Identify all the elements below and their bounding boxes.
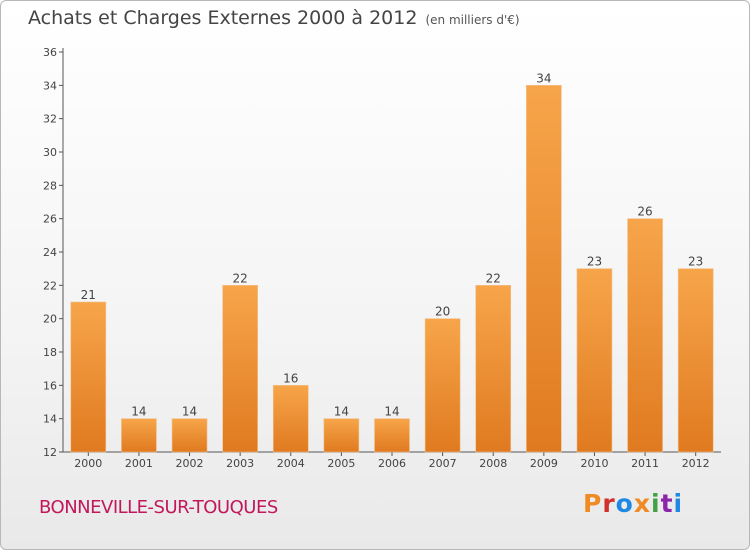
y-tick-label: 30 (43, 146, 57, 159)
bar-2001 (121, 418, 157, 453)
x-tick-label-2010: 2010 (580, 457, 608, 470)
value-label-2011: 26 (637, 205, 652, 219)
value-label-2002: 14 (182, 405, 197, 419)
bar-2009 (526, 85, 562, 453)
logo-letter: o (615, 489, 634, 518)
y-tick-label: 14 (43, 413, 57, 426)
value-label-2009: 34 (536, 71, 551, 85)
y-tick-label: 20 (43, 313, 57, 326)
bar-2003 (222, 285, 258, 453)
y-tick-label: 16 (43, 379, 57, 392)
bar-2002 (171, 418, 208, 453)
x-tick-label-2002: 2002 (176, 457, 204, 470)
bar-2008 (475, 285, 512, 453)
value-label-2000: 21 (81, 288, 96, 302)
bar-2006 (374, 418, 410, 453)
y-tick-label: 36 (43, 46, 57, 59)
x-tick-label-2000: 2000 (74, 457, 102, 470)
value-label-2008: 22 (486, 271, 501, 285)
bar-2010 (576, 268, 613, 453)
bar-2012 (677, 268, 714, 453)
bar-2011 (627, 218, 663, 453)
chart-unit: (en milliers d'€) (425, 13, 520, 27)
x-tick-label-2008: 2008 (479, 457, 507, 470)
value-label-2010: 23 (587, 255, 602, 269)
x-tick-label-2007: 2007 (429, 457, 457, 470)
x-tick-label-2003: 2003 (226, 457, 254, 470)
y-tick-label: 32 (43, 113, 57, 126)
logo-letter: x (633, 489, 651, 518)
logo-letter: P (583, 489, 603, 518)
x-tick-label-2005: 2005 (327, 457, 355, 470)
y-tick-label: 22 (43, 279, 57, 292)
value-label-2012: 23 (688, 255, 703, 269)
bar-2000 (70, 301, 107, 453)
x-tick-label-2004: 2004 (277, 457, 305, 470)
y-tick-label: 28 (43, 179, 57, 192)
value-label-2003: 22 (233, 271, 248, 285)
bar-2004 (272, 385, 309, 453)
y-tick-label: 18 (43, 346, 57, 359)
y-tick-label: 34 (43, 79, 57, 92)
city-name: BONNEVILLE-SUR-TOUQUES (39, 497, 278, 518)
value-label-2007: 20 (435, 305, 450, 319)
value-label-2006: 14 (384, 405, 399, 419)
logo-letter: r (602, 489, 616, 518)
value-label-2004: 16 (283, 371, 298, 385)
bar-2007 (424, 318, 461, 453)
x-tick-label-2001: 2001 (125, 457, 153, 470)
chart-title: Achats et Charges Externes 2000 à 2012 (e… (28, 7, 520, 29)
y-tick-label: 26 (43, 213, 57, 226)
value-label-2005: 14 (334, 405, 349, 419)
x-tick-label-2006: 2006 (378, 457, 406, 470)
bar-2005 (323, 418, 360, 453)
x-tick-label-2012: 2012 (682, 457, 710, 470)
y-tick-label: 12 (43, 446, 57, 459)
labels: 21 14 14 22 16 14 14 20 22 34 23 26 23 (81, 71, 704, 418)
logo-letter: i (673, 489, 684, 518)
proxiti-logo: Proxiti (583, 489, 683, 518)
chart-title-text: Achats et Charges Externes 2000 à 2012 (28, 7, 418, 29)
x-tick-label-2009: 2009 (530, 457, 558, 470)
x-tick-label-2011: 2011 (631, 457, 659, 470)
value-label-2001: 14 (131, 405, 146, 419)
bars (70, 85, 714, 453)
logo-letter: i (651, 489, 661, 518)
y-tick-label: 24 (43, 246, 57, 259)
logo-letter: t (660, 489, 674, 518)
